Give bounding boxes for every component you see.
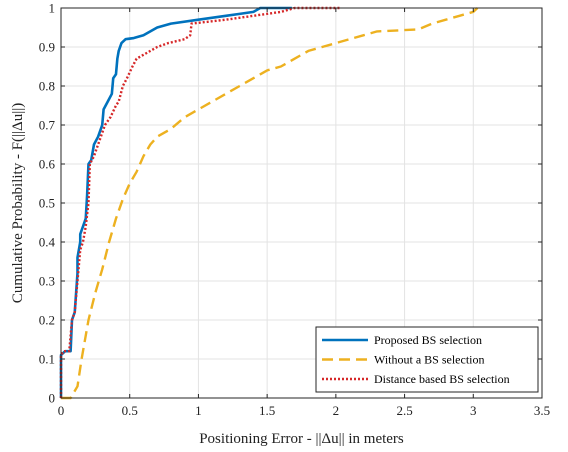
x-tick-label: 2 bbox=[333, 403, 340, 418]
y-tick-label: 0.5 bbox=[39, 196, 55, 211]
y-tick-label: 0.2 bbox=[39, 313, 55, 328]
legend-box bbox=[315, 326, 539, 393]
x-tick-label: 2.5 bbox=[396, 403, 412, 418]
series-line-3 bbox=[59, 6, 342, 398]
y-tick-label: 0.6 bbox=[39, 157, 56, 172]
series-line-2 bbox=[61, 7, 479, 400]
x-tick-label: 3.5 bbox=[534, 403, 550, 418]
x-tick-label: 1 bbox=[195, 403, 202, 418]
x-tick-label: 0 bbox=[58, 403, 65, 418]
y-tick-label: 0.7 bbox=[39, 118, 56, 133]
legend-label-2: Without a BS selection bbox=[374, 353, 485, 367]
x-tick-label: 3 bbox=[470, 403, 477, 418]
y-tick-label: 0.8 bbox=[39, 79, 55, 94]
x-axis-label: Positioning Error - ||Δu|| in meters bbox=[199, 431, 404, 447]
y-tick-label: 0.4 bbox=[39, 235, 56, 250]
y-axis-label: Cumulative Probability - F(||Δu||) bbox=[10, 103, 26, 303]
legend-label-1: Proposed BS selection bbox=[374, 333, 482, 347]
y-tick-label: 0.9 bbox=[39, 40, 55, 55]
legend-label-3: Distance based BS selection bbox=[374, 372, 510, 386]
y-tick-label: 1 bbox=[49, 1, 56, 16]
y-tick-label: 0 bbox=[49, 391, 56, 406]
series-line-1 bbox=[59, 6, 292, 398]
x-tick-label: 0.5 bbox=[122, 403, 138, 418]
y-tick-label: 0.1 bbox=[39, 352, 55, 367]
y-tick-label: 0.3 bbox=[39, 274, 55, 289]
x-tick-label: 1.5 bbox=[259, 403, 275, 418]
